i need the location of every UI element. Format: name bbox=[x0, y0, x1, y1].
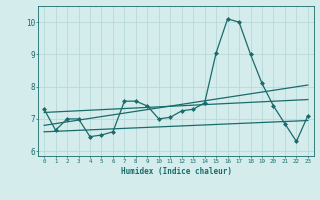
X-axis label: Humidex (Indice chaleur): Humidex (Indice chaleur) bbox=[121, 167, 231, 176]
